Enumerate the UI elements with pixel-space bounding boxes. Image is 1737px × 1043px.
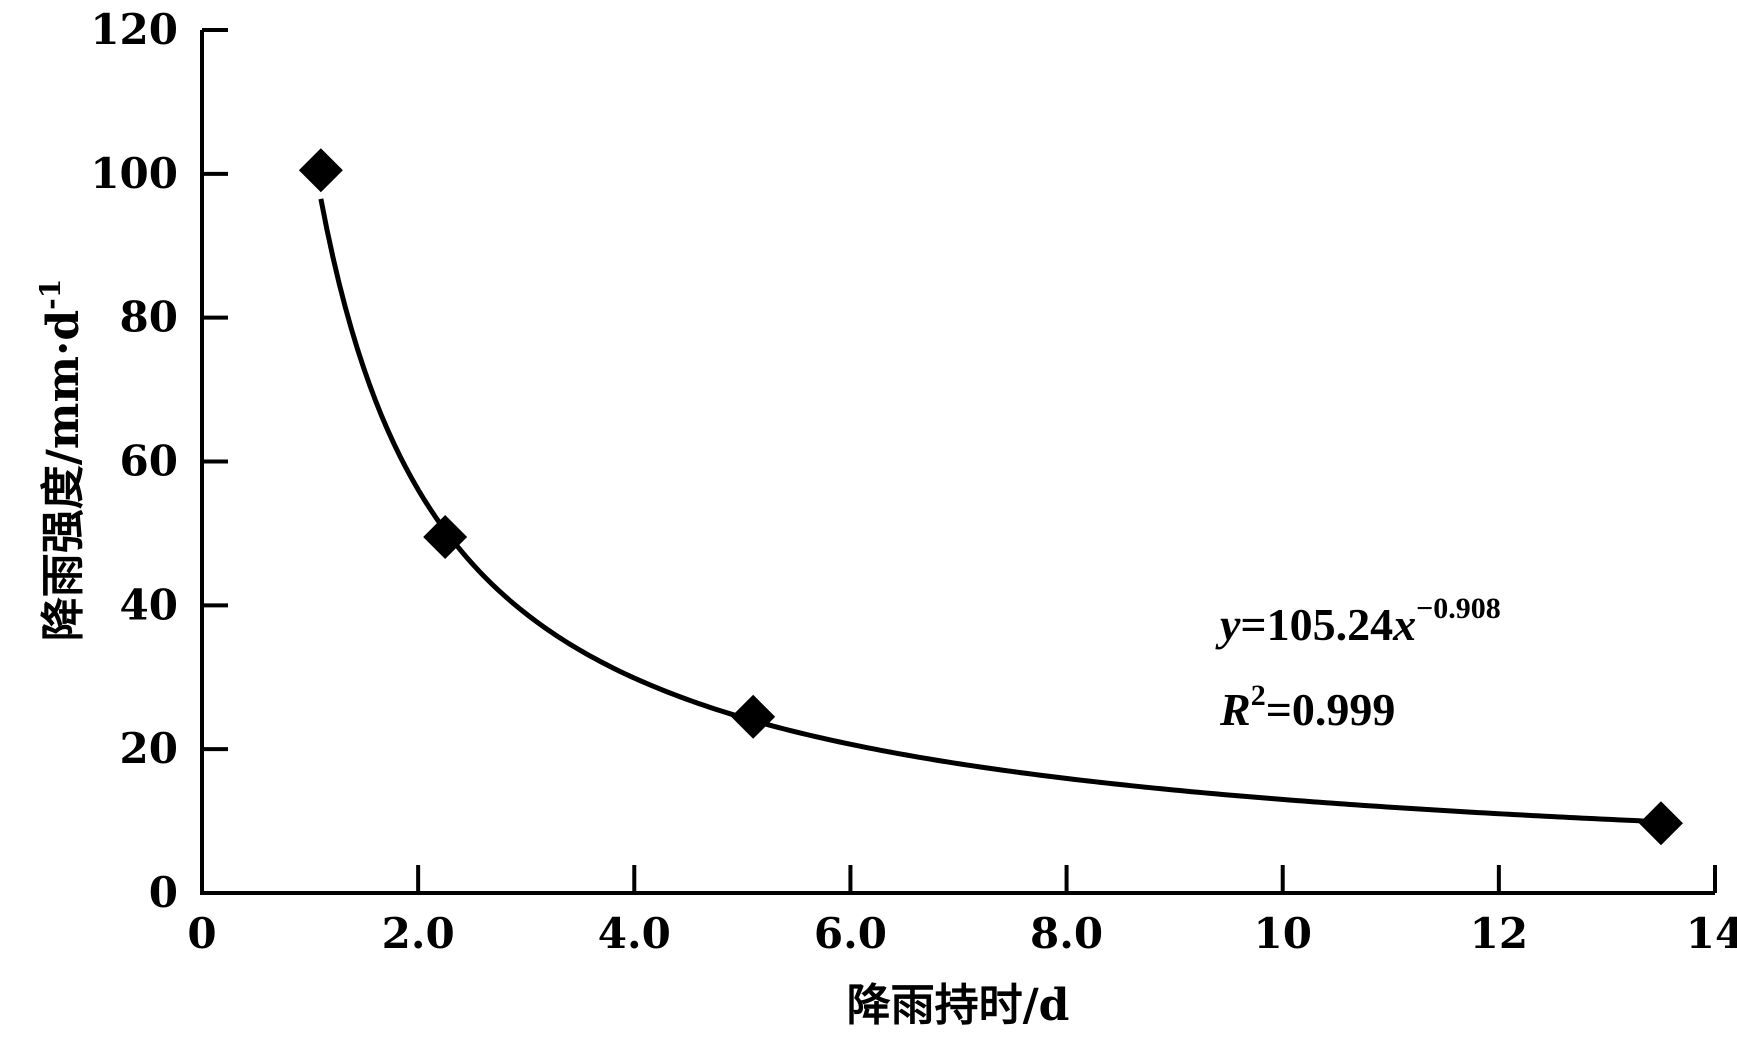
x-tick-label: 14 [1686, 909, 1737, 958]
equation-exponent: −0.908 [1416, 592, 1501, 625]
r-squared-value: =0.999 [1266, 684, 1396, 735]
y-tick-label: 100 [90, 149, 178, 198]
y-tick-label: 60 [120, 437, 178, 486]
x-ticks: 0 2.0 4.0 6.0 8.0 10 12 14 [187, 865, 1737, 958]
y-tick-label: 20 [120, 724, 178, 773]
data-point [298, 148, 343, 193]
r-squared-annotation: R2=0.999 [1219, 679, 1395, 735]
equation-annotation: y=105.24x−0.908 [1215, 592, 1501, 650]
y-axis-title-main: 降雨强度/mm·d [38, 310, 89, 641]
x-tick-label: 2.0 [382, 909, 455, 958]
plot-area: 0 20 40 60 80 100 120 0 2.0 4.0 6.0 8.0 10 12 14 [90, 5, 1737, 958]
y-ticks: 0 20 40 60 80 100 120 [90, 5, 228, 917]
x-tick-label: 4.0 [598, 909, 671, 958]
equation-y-variable: y [1215, 599, 1241, 650]
fit-curve [318, 198, 1662, 825]
x-tick-label: 12 [1470, 909, 1528, 958]
y-tick-label: 80 [120, 293, 178, 342]
x-tick-label: 8.0 [1030, 909, 1103, 958]
data-point [731, 694, 776, 739]
y-axis-title-group: 降雨强度/mm·d-1 [34, 279, 89, 641]
y-tick-label: 0 [149, 868, 178, 917]
r-squared-superscript: 2 [1251, 679, 1266, 712]
y-axis-title-superscript: -1 [34, 279, 67, 310]
r-squared-variable: R [1219, 684, 1251, 735]
data-points [298, 148, 1683, 846]
x-tick-label: 6.0 [814, 909, 887, 958]
equation-coefficient: =105.24 [1240, 599, 1393, 650]
data-point [1638, 801, 1683, 846]
y-tick-label: 40 [120, 580, 178, 629]
x-axis-title: 降雨持时/d [847, 980, 1070, 1031]
x-tick-label: 10 [1253, 909, 1311, 958]
equation-x-variable: x [1392, 599, 1416, 650]
y-axis-title: 降雨强度/mm·d-1 [34, 279, 89, 641]
x-tick-label: 0 [187, 909, 216, 958]
y-tick-label: 120 [90, 5, 178, 54]
data-point [423, 515, 468, 560]
